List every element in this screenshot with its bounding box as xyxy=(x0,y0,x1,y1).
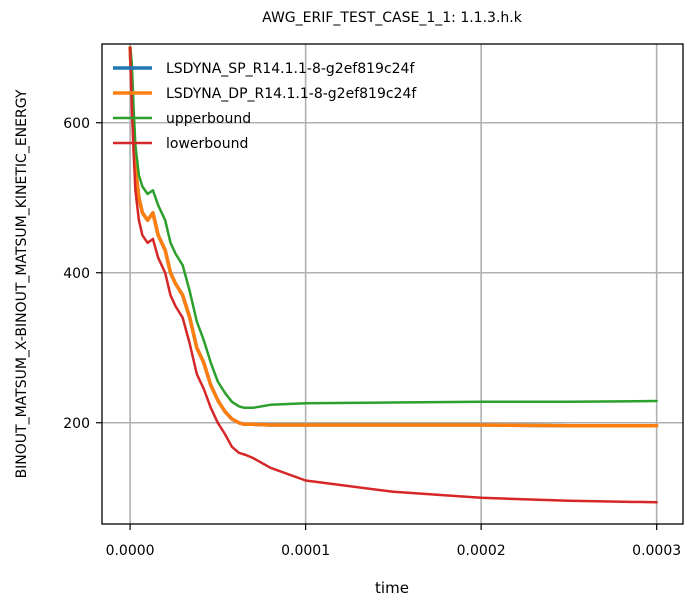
y-tick-label: 400 xyxy=(63,266,90,282)
legend-label: LSDYNA_DP_R14.1.1-8-g2ef819c24f xyxy=(166,86,417,102)
x-axis-label: time xyxy=(375,579,409,597)
legend-label: upperbound xyxy=(166,111,251,127)
y-tick-label: 200 xyxy=(63,416,90,432)
series-line xyxy=(128,46,658,410)
series-line xyxy=(128,46,659,428)
legend-label: lowerbound xyxy=(166,136,248,152)
plot-frame xyxy=(101,43,684,525)
x-tick-label: 0.0000 xyxy=(106,543,155,559)
x-tick-label: 0.0003 xyxy=(632,543,681,559)
chart-title: AWG_ERIF_TEST_CASE_1_1: 1.1.3.h.k xyxy=(262,10,523,26)
x-tick-label: 0.0001 xyxy=(281,543,330,559)
grid xyxy=(102,44,683,524)
legend-label: LSDYNA_SP_R14.1.1-8-g2ef819c24f xyxy=(166,61,415,77)
legend: LSDYNA_SP_R14.1.1-8-g2ef819c24f LSDYNA_DP… xyxy=(113,61,417,152)
axis-ticks: 0.0000 0.0001 0.0002 0.0003 200 400 600 xyxy=(63,116,681,559)
series-line xyxy=(128,46,658,504)
y-axis-label: BINOUT_MATSUM_X-BINOUT_MATSUM_KINETIC_EN… xyxy=(14,89,30,478)
series-lines xyxy=(128,46,659,504)
x-tick-label: 0.0002 xyxy=(457,543,506,559)
y-tick-label: 600 xyxy=(63,116,90,132)
